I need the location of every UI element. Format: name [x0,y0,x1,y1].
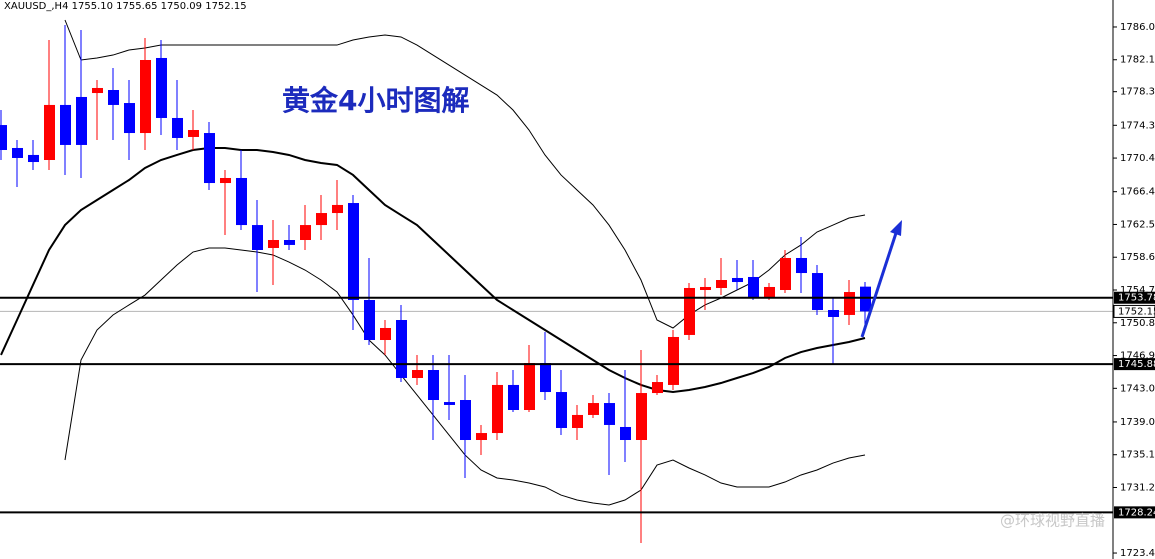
annotation: 黄金4小时图解 [282,84,469,117]
level-label: 1728.24 [1118,507,1155,518]
y-tick-label: 1746.90 [1120,351,1155,362]
candle-body [652,382,663,394]
level-box [1114,358,1155,371]
y-tick-label: 1754.70 [1120,285,1155,296]
band-upper [64,19,866,329]
level-box [1114,291,1155,304]
candle-body [12,147,23,158]
y-tick-label: 1731.20 [1120,482,1155,493]
candle-body [108,90,119,105]
candle-body [780,257,791,291]
candle-body [812,273,823,311]
y-tick-label: 1739.00 [1120,417,1155,428]
candle-body [60,104,71,145]
candle-body [444,402,455,405]
level-label: 1753.78 [1118,293,1155,304]
candle-body [764,286,775,297]
price-axis: 1786.00 1782.10 1778.30 1774.30 1770.40 1766.… [1113,22,1155,559]
candle-body [124,103,135,134]
y-tick-label: 1750.80 [1120,318,1155,329]
candle-body [284,240,295,245]
arrow-head [890,220,902,236]
watermark: @环球视野直播 [1000,512,1105,530]
candle-body [92,87,103,94]
candle-body [524,363,535,411]
y-tick-label: 1743.00 [1120,383,1155,394]
candle-body [0,125,7,151]
candle-body [156,57,167,118]
candle-body [716,280,727,288]
candle-body [572,414,583,428]
y-tick-label: 1758.60 [1120,252,1155,263]
current-price-label: 1752.15 [1118,306,1155,317]
candle-body [636,393,647,441]
candle-body [188,130,199,137]
candle-body [44,104,55,161]
current-price-box [1113,304,1155,318]
candle-body [604,403,615,425]
y-tick-label: 1735.10 [1120,450,1155,461]
candle-body [556,392,567,428]
candle-body [252,225,263,251]
candle-body [476,433,487,441]
candle-body [860,286,871,312]
y-tick-label: 1786.00 [1120,22,1155,33]
y-tick-label: 1782.10 [1120,55,1155,66]
candle-body [300,225,311,241]
candle-body [28,154,39,163]
candle-body [796,257,807,274]
candle-body [668,336,679,385]
candle-body [700,286,711,291]
candle-body [748,276,759,298]
candle-body [268,240,279,248]
y-tick-label: 1762.50 [1120,219,1155,230]
candle-body [588,403,599,415]
candle-body [204,133,215,184]
candle-body [348,203,359,301]
candle-body [172,117,183,138]
candle-body [620,426,631,441]
candle-body [316,213,327,226]
band-middle [0,146,866,394]
arrow [860,229,899,338]
y-tick-label: 1766.40 [1120,187,1155,198]
candle-body [396,320,407,378]
level-label: 1745.88 [1118,359,1155,370]
candle-body [220,177,231,184]
candle-body [844,292,855,315]
candle-body [76,96,87,145]
plot-area [0,19,1113,544]
candle-body [364,300,375,341]
level-box [1114,506,1155,519]
candle-body [236,177,247,226]
candle-body [828,310,839,317]
y-tick-label: 1723.40 [1120,548,1155,559]
candle-body [140,60,151,134]
candle-body [460,400,471,441]
candle-body [684,287,695,335]
candle-body [492,384,503,434]
candle-body [732,277,743,283]
y-tick-label: 1774.30 [1120,120,1155,131]
candle-body [332,204,343,214]
candle-body [540,363,551,393]
candle-body [508,384,519,411]
y-tick-label: 1778.30 [1120,87,1155,98]
y-tick-label: 1770.40 [1120,153,1155,164]
candle-body [380,327,391,341]
candle-body [412,370,423,378]
candle-body [428,370,439,401]
chart-title: XAUUSD_,H4 1755.10 1755.65 1750.09 1752.… [4,1,247,12]
